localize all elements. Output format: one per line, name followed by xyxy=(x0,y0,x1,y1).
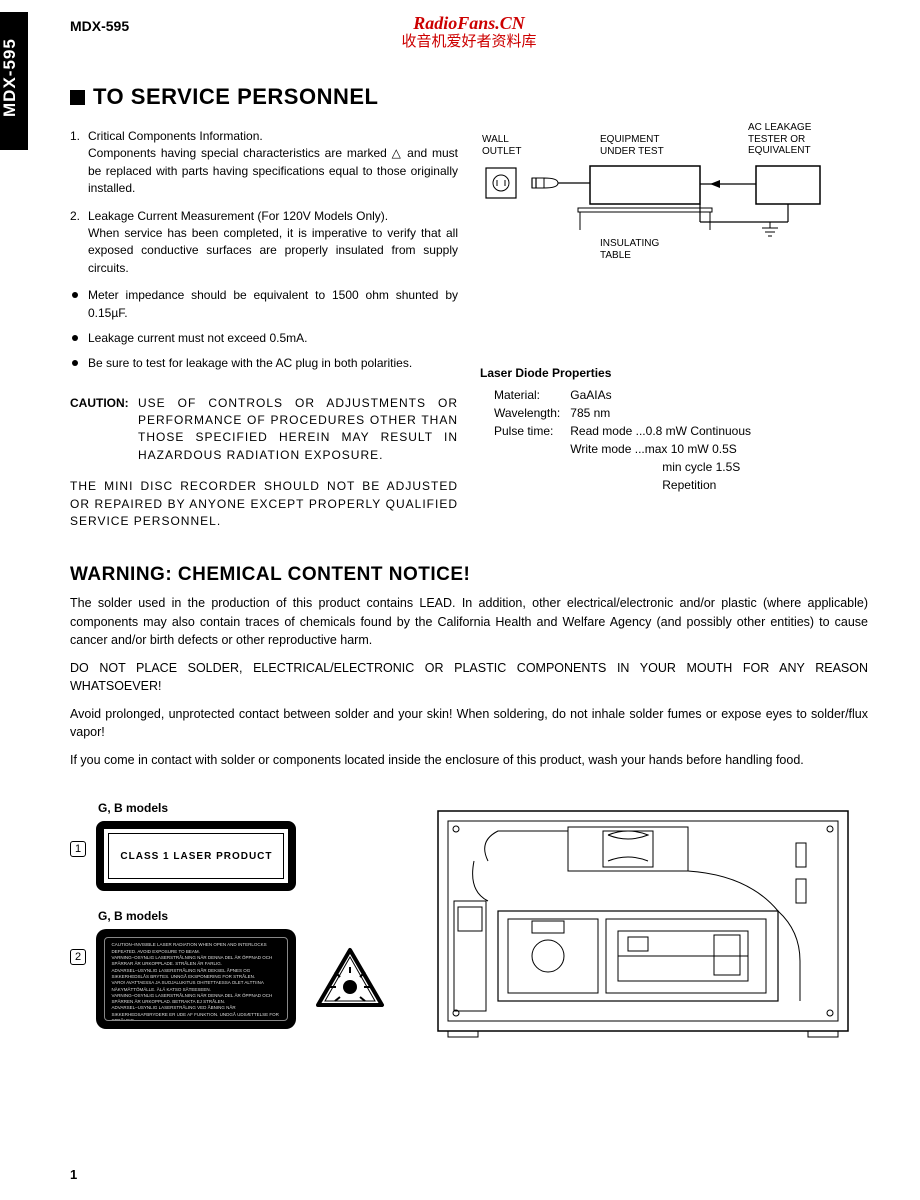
bullet-list: Meter impedance should be equivalent to … xyxy=(70,287,458,373)
cell: min cycle 1.5S xyxy=(570,458,761,476)
cell: GaAIAs xyxy=(570,386,761,404)
labels-column: G, B models 1 CLASS 1 LASER PRODUCT G, B… xyxy=(70,801,400,1047)
numbered-list: 1.Critical Components Information.Compon… xyxy=(70,128,458,277)
header-row: MDX-595 RadioFans.CN 收音机爱好者资料库 xyxy=(70,18,868,58)
models-label: G, B models xyxy=(98,909,400,923)
list-item: 1.Critical Components Information.Compon… xyxy=(70,128,458,198)
heading-text: TO SERVICE PERSONNEL xyxy=(93,84,378,109)
cell: 785 nm xyxy=(570,404,761,422)
warning-para: Avoid prolonged, unprotected contact bet… xyxy=(70,705,868,741)
labels-row: G, B models 1 CLASS 1 LASER PRODUCT G, B… xyxy=(70,801,868,1056)
label-row: 2 CAUTION–INVISIBLE LASER RADIATION WHEN… xyxy=(70,929,400,1029)
page-content: MDX-595 RadioFans.CN 收音机爱好者资料库 TO SERVIC… xyxy=(0,0,920,1056)
diagram-svg xyxy=(480,128,840,268)
watermark: RadioFans.CN 收音机爱好者资料库 xyxy=(401,14,536,50)
laser-warning-triangle-icon xyxy=(315,947,385,1014)
page-number: 1 xyxy=(70,1167,77,1182)
warning-para: If you come in contact with solder or co… xyxy=(70,751,868,769)
warning-heading: WARNING: CHEMICAL CONTENT NOTICE! xyxy=(70,564,868,586)
list-item: Leakage current must not exceed 0.5mA. xyxy=(70,330,458,347)
item-body: When service has been completed, it is i… xyxy=(88,226,458,275)
caution-label-text: CAUTION–INVISIBLE LASER RADIATION WHEN O… xyxy=(104,937,288,1021)
circled-2-icon: 2 xyxy=(70,949,86,965)
repair-note: THE MINI DISC RECORDER SHOULD NOT BE ADJ… xyxy=(70,478,458,530)
side-tab: MDX-595 xyxy=(0,12,28,150)
right-column: WALL OUTLET EQUIPMENT UNDER TEST AC LEAK… xyxy=(480,128,868,530)
cell: Read mode ...0.8 mW Continuous xyxy=(570,422,761,440)
cell: Wavelength: xyxy=(494,404,570,422)
item-title: Critical Components Information. xyxy=(88,129,263,143)
caution-laser-label: CAUTION–INVISIBLE LASER RADIATION WHEN O… xyxy=(96,929,296,1029)
model-code: MDX-595 xyxy=(70,18,129,34)
two-column-layout: 1.Critical Components Information.Compon… xyxy=(70,128,868,530)
warning-para: DO NOT PLACE SOLDER, ELECTRICAL/ELECTRON… xyxy=(70,659,868,695)
laser-table: Material:GaAIAs Wavelength:785 nm Pulse … xyxy=(494,386,761,494)
models-label: G, B models xyxy=(98,801,400,815)
circled-1-icon: 1 xyxy=(70,841,86,857)
label-row: 1 CLASS 1 LASER PRODUCT xyxy=(70,821,400,891)
class1-laser-label: CLASS 1 LASER PRODUCT xyxy=(96,821,296,891)
class1-text: CLASS 1 LASER PRODUCT xyxy=(108,833,284,879)
list-item: Be sure to test for leakage with the AC … xyxy=(70,355,458,372)
item-title: Leakage Current Measurement (For 120V Mo… xyxy=(88,209,388,223)
cell: Repetition xyxy=(570,476,761,494)
device-interior-diagram xyxy=(428,801,868,1056)
test-setup-diagram: WALL OUTLET EQUIPMENT UNDER TEST AC LEAK… xyxy=(480,128,868,288)
laser-properties: Laser Diode Properties Material:GaAIAs W… xyxy=(480,366,868,494)
laser-title: Laser Diode Properties xyxy=(480,366,868,380)
cell: Write mode ...max 10 mW 0.5S xyxy=(570,440,761,458)
item-body: Components having special characteristic… xyxy=(88,146,458,195)
cell: Material: xyxy=(494,386,570,404)
warning-section: WARNING: CHEMICAL CONTENT NOTICE! The so… xyxy=(70,564,868,769)
list-item: 2.Leakage Current Measurement (For 120V … xyxy=(70,208,458,278)
section-heading: TO SERVICE PERSONNEL xyxy=(70,84,868,110)
list-item: Meter impedance should be equivalent to … xyxy=(70,287,458,322)
watermark-cn: 收音机爱好者资料库 xyxy=(401,34,536,51)
watermark-en: RadioFans.CN xyxy=(401,14,536,34)
caution-block: CAUTION: USE OF CONTROLS OR ADJUSTMENTS … xyxy=(70,395,458,465)
caution-label: CAUTION: xyxy=(70,395,138,412)
left-column: 1.Critical Components Information.Compon… xyxy=(70,128,458,530)
cell: Pulse time: xyxy=(494,422,570,440)
warning-para: The solder used in the production of thi… xyxy=(70,594,868,648)
caution-text: USE OF CONTROLS OR ADJUSTMENTS OR PERFOR… xyxy=(138,395,458,465)
square-bullet-icon xyxy=(70,90,85,105)
